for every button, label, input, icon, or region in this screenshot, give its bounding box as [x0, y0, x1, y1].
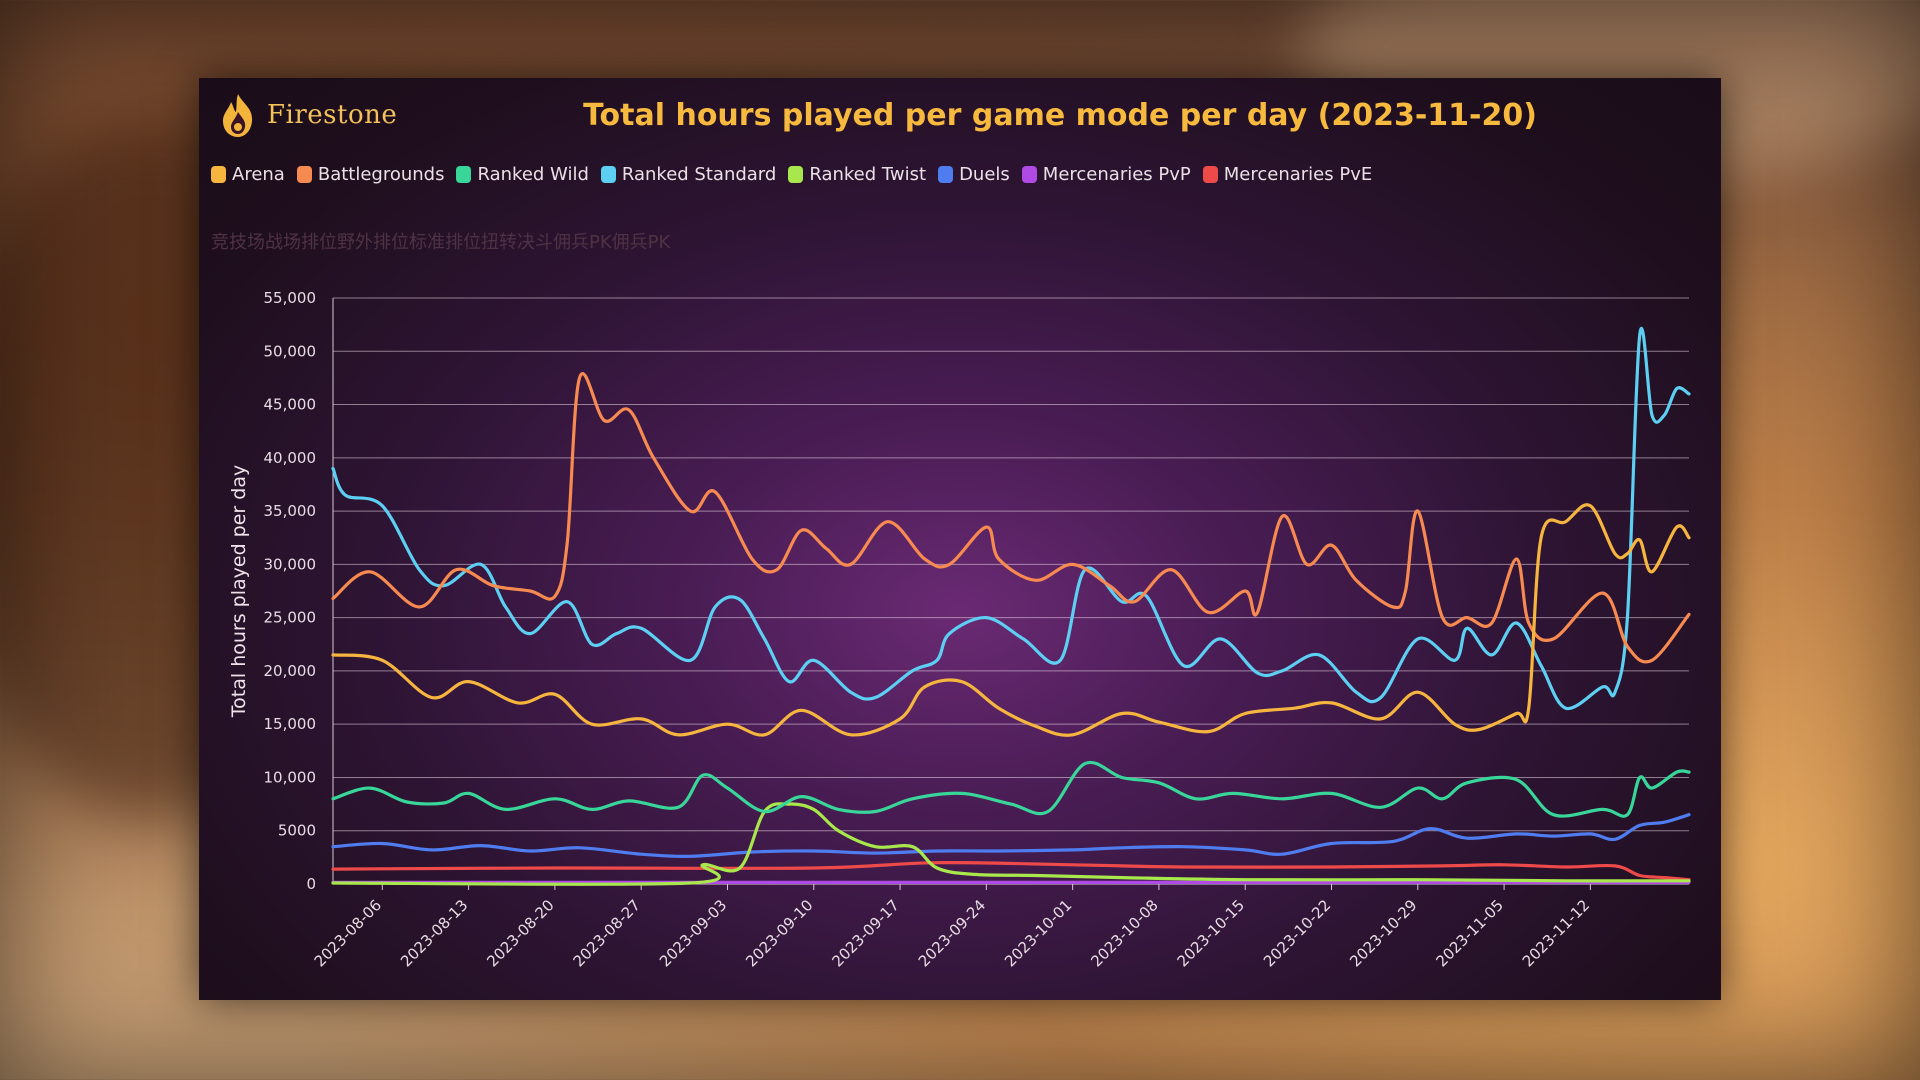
y-tick-label: 0: [306, 875, 316, 893]
watermark-text: 竞技场战场排位野外排位标准排位扭转决斗佣兵PK佣兵PK: [211, 232, 671, 253]
legend-item-ranked-wild[interactable]: Ranked Wild: [456, 164, 589, 185]
y-tick-label: 20,000: [264, 662, 317, 680]
y-tick-label: 5000: [278, 822, 316, 840]
brand: Firestone: [219, 92, 397, 138]
legend-label: Battlegrounds: [317, 164, 445, 185]
y-axis-title: Total hours played per day: [228, 465, 250, 718]
x-tick-label: 2023-10-29: [1346, 896, 1420, 970]
legend-label: Ranked Wild: [477, 164, 589, 185]
series-line-ranked-standard: [331, 326, 1691, 711]
legend-item-mercenaries-pve[interactable]: Mercenaries PvE: [1202, 164, 1373, 185]
x-tick-label: 2023-08-20: [483, 896, 557, 970]
x-tick-label: 2023-10-01: [1001, 896, 1075, 970]
legend-item-ranked-standard[interactable]: Ranked Standard: [600, 164, 777, 185]
legend-swatch: [1021, 166, 1037, 183]
series-line-battlegrounds: [331, 372, 1691, 664]
y-tick-label: 25,000: [264, 609, 317, 627]
legend-swatch: [211, 166, 226, 183]
y-tick-label: 40,000: [264, 449, 317, 467]
x-tick-label: 2023-09-03: [656, 896, 730, 970]
series-line-ranked-twist: [331, 802, 1691, 886]
y-tick-label: 50,000: [264, 342, 317, 360]
series-line-arena: [331, 503, 1691, 737]
legend-swatch: [938, 166, 954, 183]
legend-swatch: [788, 166, 804, 183]
brand-name: Firestone: [267, 100, 398, 130]
series-line-ranked-wild: [331, 760, 1691, 818]
x-tick-label: 2023-10-22: [1260, 896, 1334, 970]
legend-label: Ranked Standard: [621, 164, 777, 185]
x-tick-label: 2023-08-27: [570, 896, 644, 970]
legend-item-battlegrounds[interactable]: Battlegrounds: [296, 164, 445, 185]
x-tick-label: 2023-10-15: [1174, 896, 1248, 970]
x-tick-label: 2023-09-17: [829, 896, 903, 970]
legend-swatch: [456, 166, 472, 183]
x-tick-label: 2023-11-12: [1519, 896, 1593, 970]
legend-label: Mercenaries PvP: [1042, 164, 1191, 185]
x-tick-label: 2023-08-06: [311, 896, 385, 970]
series-line-mercenaries-pve: [331, 861, 1691, 882]
y-tick-label: 15,000: [264, 715, 317, 733]
series-line-duels: [331, 813, 1691, 858]
y-tick-label: 35,000: [264, 502, 317, 520]
x-tick-label: 2023-08-13: [397, 896, 471, 970]
legend-label: Duels: [959, 164, 1010, 185]
x-tick-label: 2023-10-08: [1087, 896, 1161, 970]
flame-icon: [223, 94, 253, 137]
legend-item-duels[interactable]: Duels: [938, 164, 1010, 185]
legend-item-arena[interactable]: Arena: [211, 164, 285, 185]
line-chart: 55,000 50,000 45,000 40,000 35,000 30,000 25,0…: [228, 289, 1691, 970]
chart-title: Total hours played per game mode per day…: [583, 98, 1537, 133]
legend-label: Arena: [232, 164, 285, 185]
chart-panel: Firestone Total hours played per game mo…: [199, 78, 1721, 1000]
y-tick-label: 55,000: [264, 289, 317, 307]
x-tick-label: 2023-11-05: [1433, 896, 1507, 970]
x-tick-label: 2023-09-24: [915, 896, 989, 970]
legend-swatch: [600, 166, 616, 183]
x-tick-label: 2023-09-10: [742, 896, 816, 970]
y-tick-label: 45,000: [264, 396, 317, 414]
legend-item-mercenaries-pvp[interactable]: Mercenaries PvP: [1021, 164, 1191, 185]
legend-item-ranked-twist[interactable]: Ranked Twist: [788, 164, 926, 185]
y-tick-label: 10,000: [264, 768, 317, 786]
legend-label: Mercenaries PvE: [1223, 164, 1373, 185]
legend-label: Ranked Twist: [809, 164, 927, 185]
chart-legend: Arena Battlegrounds Ranked Wild Ranked Stan…: [211, 164, 1372, 185]
legend-swatch: [1202, 166, 1218, 183]
y-tick-label: 30,000: [264, 555, 317, 573]
legend-swatch: [296, 166, 312, 183]
